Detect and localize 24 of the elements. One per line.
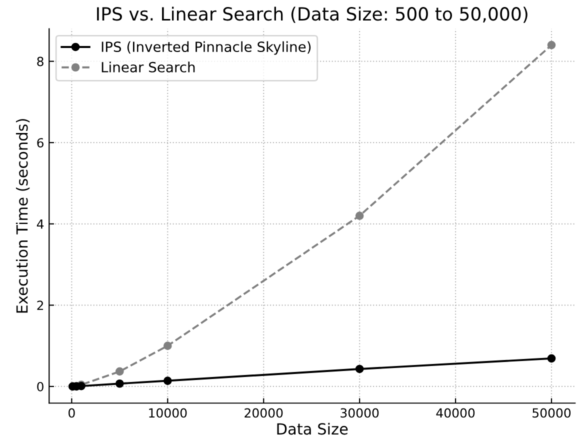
y-tick-label: 0 [37, 382, 44, 392]
x-tick-label: 40000 [436, 408, 475, 418]
legend-label: IPS (Inverted Pinnacle Skyline) [102, 41, 311, 55]
point [355, 364, 364, 374]
x-tick-label: 20000 [244, 408, 283, 418]
point [115, 379, 124, 388]
point [547, 354, 556, 363]
point [115, 367, 124, 376]
point [163, 342, 172, 350]
point [163, 376, 172, 385]
x-tick-label: 50000 [532, 408, 571, 418]
y-tick-label: 2 [37, 300, 44, 310]
x-axis-title: Data Size [277, 422, 348, 435]
y-tick-label: 6 [37, 138, 44, 148]
point [547, 40, 556, 50]
y-axis-title: Execution Time (seconds) [16, 119, 30, 313]
point [355, 212, 364, 220]
y-tick-label: 4 [36, 220, 44, 229]
x-tick-label: 0 [68, 408, 75, 418]
x-tick-label: 30000 [340, 408, 379, 418]
x-tick-label: 10000 [149, 408, 187, 418]
y-tick-label: 8 [37, 56, 44, 66]
legend-label: Linear Search [102, 62, 195, 72]
chart-title: IPS vs. Linear Search (Data Size: 500 to 50,000) [97, 6, 528, 23]
